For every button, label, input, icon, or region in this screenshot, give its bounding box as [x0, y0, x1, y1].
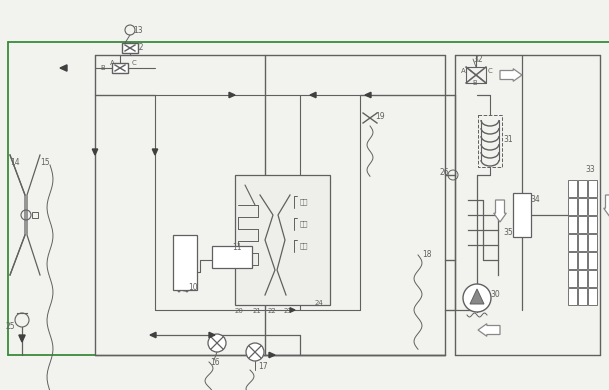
Text: 20: 20 — [235, 308, 244, 314]
Polygon shape — [470, 289, 484, 304]
Bar — [513, 193, 531, 237]
Bar — [578, 270, 587, 287]
Text: 15: 15 — [40, 158, 49, 167]
Bar — [568, 288, 577, 305]
Text: B: B — [100, 65, 105, 71]
Polygon shape — [60, 65, 67, 71]
Text: 17: 17 — [258, 362, 267, 371]
Text: 35: 35 — [503, 228, 513, 237]
Bar — [568, 234, 577, 251]
Bar — [32, 212, 38, 218]
Bar — [588, 270, 597, 287]
Bar — [588, 180, 597, 197]
Text: 21: 21 — [253, 308, 262, 314]
Text: B: B — [472, 80, 477, 86]
Bar — [578, 234, 587, 251]
Text: 除霜: 除霜 — [300, 198, 309, 205]
Polygon shape — [152, 149, 158, 155]
Bar — [568, 252, 577, 269]
Polygon shape — [209, 332, 215, 338]
Text: 23: 23 — [284, 308, 293, 314]
Text: 化霜: 化霜 — [300, 220, 309, 227]
Text: C: C — [132, 60, 137, 66]
Bar — [235, 175, 330, 305]
Text: 30: 30 — [490, 290, 500, 299]
Text: 11: 11 — [232, 243, 242, 252]
Text: 16: 16 — [210, 358, 220, 367]
Polygon shape — [19, 335, 25, 342]
Circle shape — [463, 284, 491, 312]
Polygon shape — [229, 92, 235, 98]
Bar — [568, 198, 577, 215]
Bar — [588, 198, 597, 215]
Polygon shape — [478, 324, 500, 336]
Polygon shape — [290, 308, 295, 312]
Text: 25: 25 — [5, 322, 15, 331]
Text: A: A — [110, 60, 114, 66]
Polygon shape — [93, 149, 97, 155]
Bar — [578, 216, 587, 233]
Text: 14: 14 — [10, 158, 19, 167]
Bar — [568, 216, 577, 233]
Text: 10: 10 — [188, 283, 198, 292]
Bar — [578, 180, 587, 197]
Polygon shape — [466, 67, 486, 83]
Circle shape — [246, 343, 264, 361]
Bar — [112, 63, 128, 73]
Bar — [173, 235, 197, 290]
Text: 19: 19 — [375, 112, 385, 121]
Text: 26: 26 — [440, 168, 449, 177]
Polygon shape — [150, 332, 156, 338]
Text: 33: 33 — [585, 165, 595, 174]
Bar — [588, 252, 597, 269]
Polygon shape — [310, 92, 316, 98]
Text: A: A — [461, 68, 466, 74]
Text: 18: 18 — [422, 250, 432, 259]
Text: 13: 13 — [133, 26, 143, 35]
Bar — [568, 270, 577, 287]
Bar — [578, 252, 587, 269]
Bar — [588, 216, 597, 233]
Bar — [578, 198, 587, 215]
Polygon shape — [466, 67, 486, 83]
Bar — [212, 246, 252, 268]
Text: 24: 24 — [315, 300, 324, 306]
Text: 12: 12 — [134, 43, 144, 52]
Bar — [568, 180, 577, 197]
Text: 34: 34 — [530, 195, 540, 204]
Bar — [478, 115, 502, 167]
Text: C: C — [488, 68, 493, 74]
Text: 31: 31 — [503, 135, 513, 144]
Bar — [588, 234, 597, 251]
Text: 32: 32 — [473, 55, 482, 64]
Polygon shape — [269, 352, 275, 358]
Bar — [588, 288, 597, 305]
Text: 22: 22 — [268, 308, 276, 314]
Bar — [578, 288, 587, 305]
Circle shape — [208, 334, 226, 352]
Polygon shape — [494, 200, 506, 222]
Bar — [122, 43, 138, 53]
Polygon shape — [365, 92, 371, 98]
Text: 化霜: 化霜 — [300, 242, 309, 248]
Polygon shape — [604, 195, 609, 217]
Polygon shape — [500, 69, 522, 81]
